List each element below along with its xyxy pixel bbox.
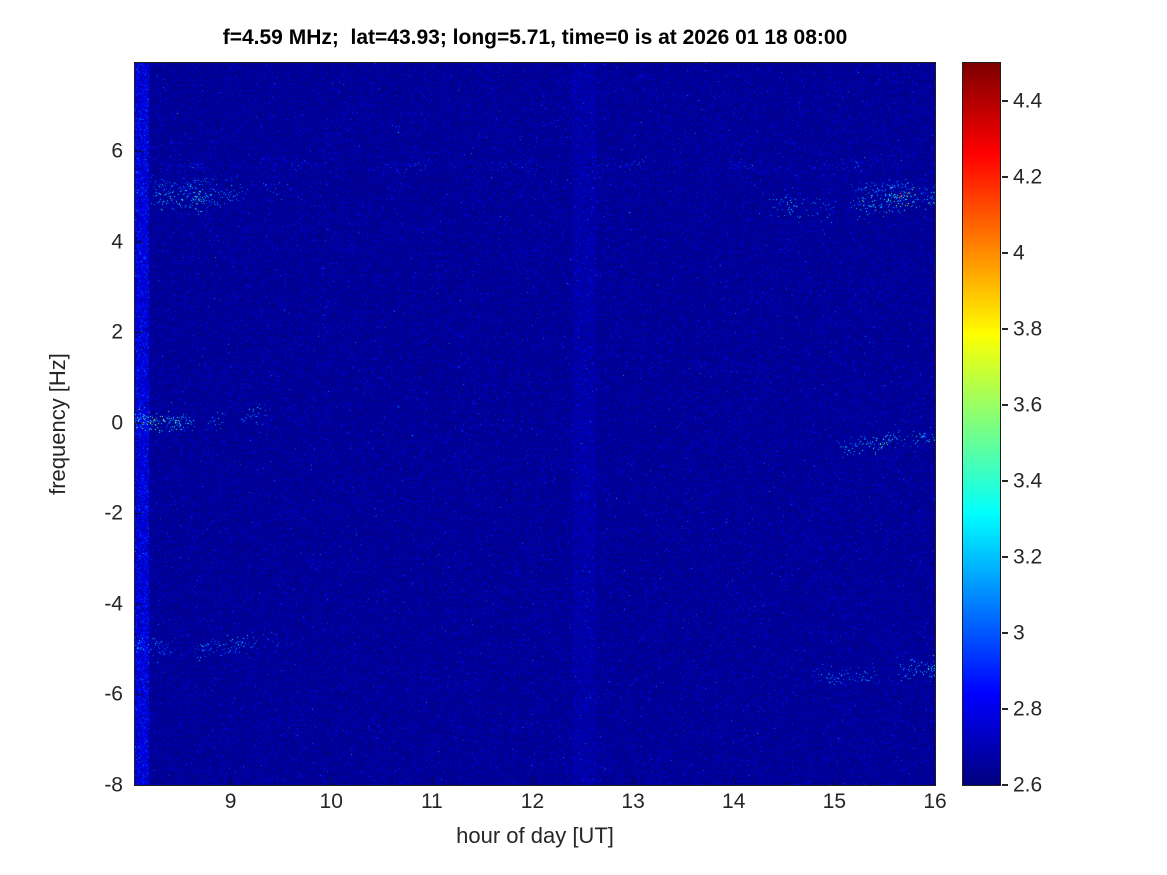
colorbar-tick-label: 3.6 [1013, 393, 1043, 417]
y-tick-label: -8 [104, 773, 123, 797]
colorbar-tick-label: 4.2 [1013, 165, 1043, 189]
colorbar-tick-label: 2.6 [1013, 773, 1043, 797]
y-tick-label: 6 [111, 139, 123, 163]
y-tick-label: -6 [104, 682, 123, 706]
colorbar-tick-mark [1002, 632, 1008, 634]
colorbar-tick-mark [1002, 252, 1008, 254]
colorbar-tick-label: 3.8 [1013, 317, 1043, 341]
x-tick-label: 16 [923, 790, 947, 813]
colorbar-tick-label: 2.8 [1013, 697, 1043, 721]
colorbar-tick-mark [1002, 556, 1008, 558]
y-axis-label: frequency [Hz] [45, 353, 70, 495]
chart-title: f=4.59 MHz; lat=43.93; long=5.71, time=0… [222, 26, 848, 49]
colorbar [962, 62, 1001, 786]
x-tick-label: 11 [420, 790, 443, 813]
colorbar-tick-mark [1002, 784, 1008, 786]
colorbar-tick-label: 4 [1013, 241, 1025, 265]
y-tick-label: 2 [111, 320, 123, 344]
y-tick-label: 4 [111, 230, 123, 254]
x-tick-label: 10 [319, 790, 343, 813]
colorbar-tick-mark [1002, 328, 1008, 330]
x-tick-label: 12 [520, 790, 545, 813]
colorbar-tick-label: 3.2 [1013, 545, 1043, 569]
x-tick-label: 14 [722, 790, 746, 813]
x-tick-label: 15 [822, 790, 847, 813]
colorbar-tick-label: 3.4 [1013, 469, 1043, 493]
x-tick-label: 9 [224, 790, 237, 813]
y-tick-label: -2 [104, 501, 123, 525]
y-tick-label: 0 [111, 411, 123, 435]
y-tick-label: -4 [104, 592, 123, 616]
colorbar-tick-mark [1002, 176, 1008, 178]
x-tick-label: 13 [621, 790, 645, 813]
x-axis-label: hour of day [UT] [456, 823, 614, 848]
colorbar-tick-mark [1002, 404, 1008, 406]
colorbar-tick-mark [1002, 480, 1008, 482]
colorbar-tick-mark [1002, 708, 1008, 710]
colorbar-tick-label: 3 [1013, 621, 1025, 645]
colorbar-tick-mark [1002, 100, 1008, 102]
colorbar-tick-label: 4.4 [1013, 89, 1043, 113]
spectrogram-heatmap [134, 62, 936, 786]
